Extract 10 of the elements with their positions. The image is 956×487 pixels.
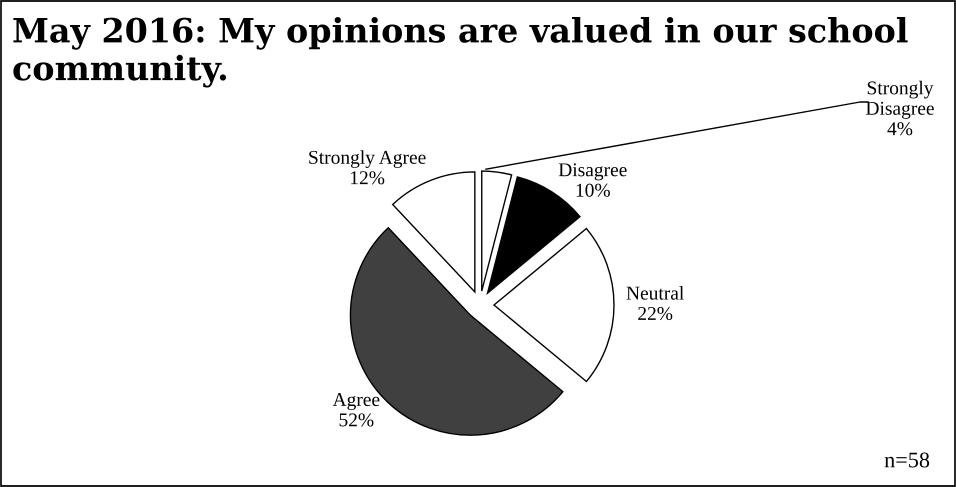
slice-label: Disagree — [558, 163, 627, 180]
text: n=58 — [884, 452, 930, 468]
slice-label: Strongly Agree — [309, 150, 426, 168]
data-label: 4% — [887, 122, 912, 136]
data-label: 10% — [576, 184, 610, 197]
data-label: 52% — [340, 413, 374, 427]
slice-label: Neutral — [626, 286, 684, 300]
data-label: 12% — [351, 171, 384, 184]
data-label: 22% — [638, 306, 672, 320]
slice-label: Agree — [332, 393, 380, 410]
